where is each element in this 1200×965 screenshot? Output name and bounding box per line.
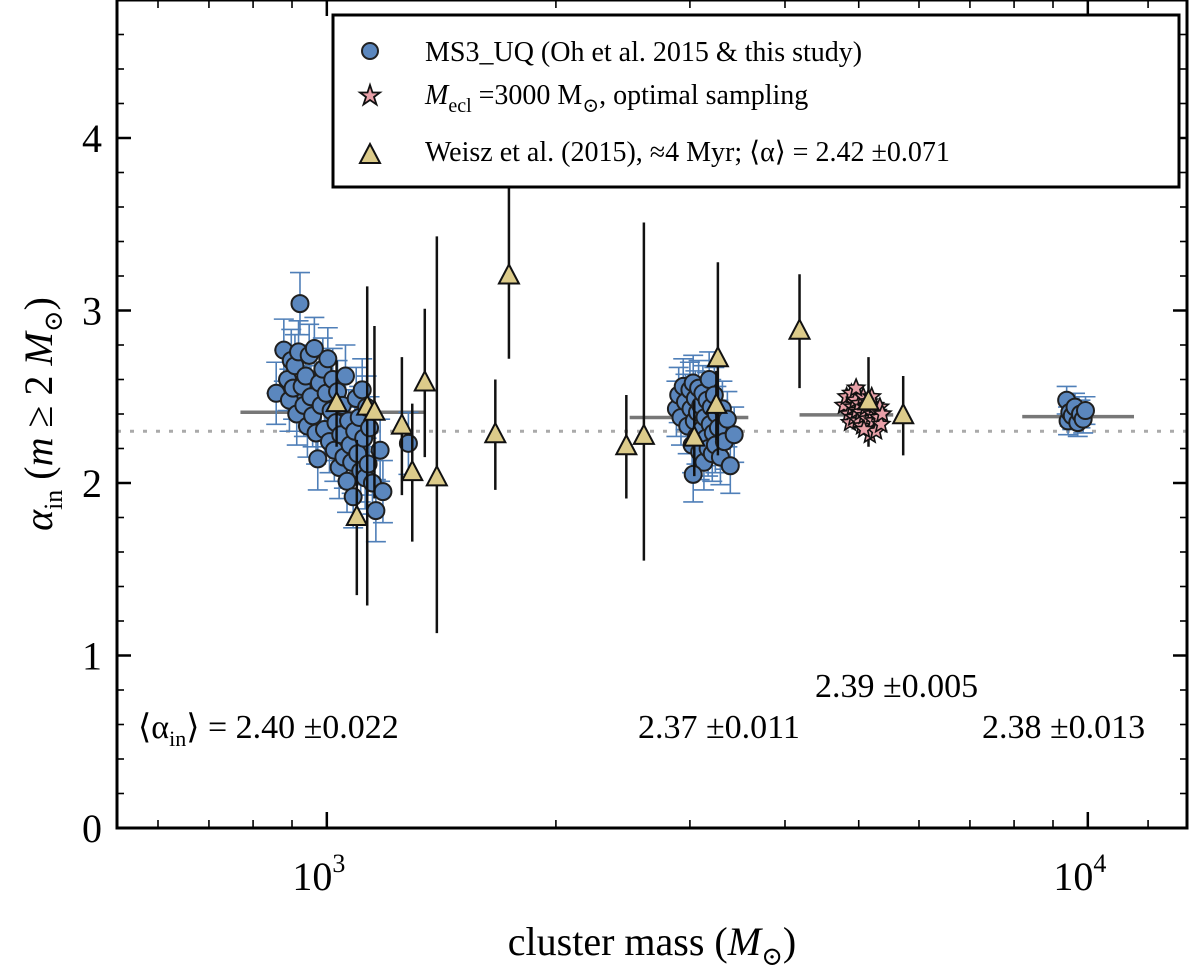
optimal-star-point [853,418,875,439]
x-tick-label: 104 [1053,849,1106,899]
mean-label-optimal: 2.39 ±0.005 [815,668,978,705]
legend-star-marker [357,82,383,107]
weisz-point [345,503,369,526]
weisz-point [787,317,812,340]
weisz-point [390,412,414,435]
mean-label-1000: ⟨αin⟩ = 2.40 ±0.022 [138,709,399,751]
ms3-point [366,501,386,521]
x-tick-label: 103 [292,849,345,899]
ms3-point [318,349,338,369]
ms3-point [304,338,324,358]
weisz-point [483,421,507,444]
y-tick-label: 0 [82,806,102,851]
ms3-point [720,456,740,476]
x-axis-label: cluster mass (M⊙) [508,919,796,965]
legend-label-ms3: MS3_UQ (Oh et al. 2015 & this study) [425,37,862,68]
optimal-star-point [871,402,893,424]
mean-label-3000: 2.37 ±0.011 [638,709,800,746]
optimal-star-point [845,376,867,398]
legend: MS3_UQ (Oh et al. 2015 & this study) Mec… [331,13,1181,189]
weisz-point [706,345,730,368]
weisz-point [324,390,349,413]
y-tick-label: 3 [82,289,102,334]
ms3-point [290,294,310,314]
weisz-point [497,262,521,285]
ms3-point [724,425,744,445]
weisz-series [324,172,915,634]
ms3-point [343,487,363,507]
ms3-point [370,440,390,460]
optimal-sampling-series [833,376,893,444]
weisz-point [400,459,424,482]
axis-ticks: 0 1 2 3 4 103 104 [82,0,1187,899]
ms3-point [308,449,328,469]
ms3-point [373,482,393,502]
mean-label-10000: 2.38 ±0.013 [982,709,1145,746]
weisz-point [704,391,729,414]
weisz-point-top [856,388,881,411]
weisz-point [413,369,437,392]
weisz-point [425,464,449,487]
y-tick-label: 2 [82,461,102,506]
y-tick-label: 1 [82,634,102,679]
ms3-point [1075,401,1095,421]
legend-circle-marker [361,42,379,60]
weisz-point [682,424,706,447]
legend-label-weisz: Weisz et al. (2015), ≈4 Myr; ⟨α⟩ = 2.42 … [425,137,950,168]
weisz-point [614,433,638,456]
ms3-point [335,366,355,386]
weisz-point [632,422,656,445]
legend-triangle-marker [358,141,382,164]
legend-label-optimal: Mecl =3000 M⊙, optimal sampling [424,80,808,117]
ms3-series [266,271,1096,543]
weisz-point [891,402,915,425]
y-axis-label: αin (m ≥ 2 M⊙) [16,297,68,531]
y-tick-label: 4 [82,116,102,161]
weisz-point [362,398,387,421]
legend-box [331,13,1181,189]
